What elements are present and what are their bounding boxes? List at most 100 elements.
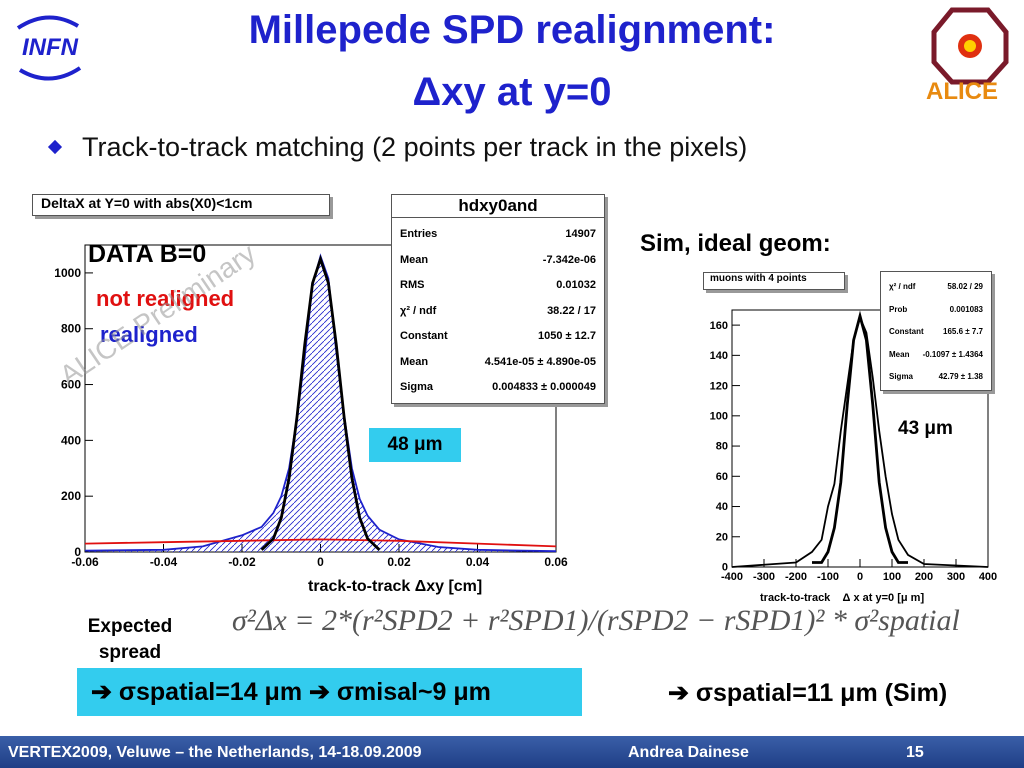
x-tick-label: -0.02: [228, 555, 256, 569]
stats-value: 1050 ± 12.7: [537, 330, 596, 342]
y-tick-label: 20: [716, 531, 728, 543]
alice-logo: ALICE: [918, 4, 1022, 105]
left-xlabel: track-to-track Δxy [cm]: [308, 578, 483, 595]
left-hist-title: DeltaX at Y=0 with abs(X0)<1cm: [41, 195, 253, 211]
series-line-fit: [812, 310, 908, 564]
left-stats-title: hdxy0and: [392, 195, 604, 218]
stats-value: 14907: [565, 228, 596, 240]
stats-row: Entries 14907: [392, 222, 604, 248]
y-tick-label: 0: [722, 562, 728, 574]
alice-logo-graphic: [931, 7, 1009, 85]
right-hist-title: muons with 4 points: [710, 273, 807, 284]
left-histogram: -0.06 -0.04 -0.02 0 0.02 0.04 0.06 0 200 400 600 80…: [54, 244, 568, 569]
stats-row: Prob 0.001083: [881, 299, 991, 322]
y-tick-label: 100: [710, 410, 728, 422]
expected-spread-formula: σ²Δx = 2*(r²SPD2 + r²SPD1)/(rSPD2 − rSPD…: [232, 604, 992, 660]
stats-key: Entries: [400, 228, 438, 240]
result-sim-text: ➔ σspatial=11 μm (Sim): [668, 679, 948, 707]
y-tick-label: 800: [61, 322, 81, 336]
expected-label-line2: spread: [98, 642, 162, 663]
stats-row: χ² / ndf 58.02 / 29: [881, 276, 991, 299]
right-xlabel: track-to-track Δ x at y=0 [μ m]: [760, 592, 925, 604]
stats-key: Prob: [889, 304, 908, 314]
footer-author: Andrea Dainese: [628, 744, 749, 761]
bullet-item: Track-to-track matching (2 points per tr…: [44, 132, 747, 163]
infn-logo-graphic: [16, 15, 82, 81]
y-tick-label: 80: [716, 441, 728, 453]
formula-text: σ²Δx = 2*(r²SPD2 + r²SPD1)/(rSPD2 − rSPD…: [232, 604, 960, 637]
y-tick-label: 40: [716, 501, 728, 513]
right-histogram: -400 -300 -200 -100 0 100 200 300 400 0 20 40 60 80 10…: [710, 309, 997, 583]
stats-row: χ² / ndf 38.22 / 17: [392, 299, 604, 325]
x-tick-label: 0.06: [544, 555, 568, 569]
stats-key: Mean: [400, 355, 429, 368]
stats-value: 0.001083: [949, 304, 983, 314]
y-tick-label: 120: [710, 380, 728, 392]
infn-logo: INFN: [8, 8, 90, 88]
x-tick-label: -100: [817, 571, 839, 583]
stats-key: RMS: [400, 279, 425, 291]
expected-label-line1: Expected: [87, 616, 173, 637]
x-tick-label: 0: [317, 555, 324, 569]
stats-row: RMS 0.01032: [392, 273, 604, 299]
x-tick-label: -200: [785, 571, 807, 583]
footer-conference: VERTEX2009, Veluwe – the Netherlands, 14…: [8, 744, 422, 761]
stats-key: Mean: [400, 253, 429, 266]
footer-bar: VERTEX2009, Veluwe – the Netherlands, 14…: [0, 736, 1024, 768]
left-hist-title-box: DeltaX at Y=0 with abs(X0)<1cm: [32, 194, 330, 216]
stats-value: -7.342e-06: [542, 253, 596, 266]
footer-page-number: 15: [906, 744, 924, 761]
stats-row: Mean 4.541e-05 ± 4.890e-05: [392, 350, 604, 376]
x-tick-label: 400: [979, 571, 997, 583]
bullet-text: Track-to-track matching (2 points per tr…: [82, 132, 748, 162]
result-box: ➔ σspatial=14 μm ➔ σmisal~9 μm: [77, 668, 582, 716]
stats-key: Constant: [889, 327, 924, 336]
stats-value: 165.6 ± 7.7: [943, 327, 983, 336]
stats-key: Constant: [400, 330, 448, 342]
y-tick-label: 140: [710, 350, 728, 362]
left-stats-box: hdxy0and Entries 14907 Mean -7.342e-06 RMS 0.…: [391, 194, 605, 404]
series-line-fit: [260, 254, 381, 551]
stats-key: Sigma: [889, 372, 914, 381]
slide-title-line1: Millepede SPD realignment:: [248, 8, 776, 52]
stats-row: Sigma 42.79 ± 1.38: [881, 366, 991, 389]
not-realigned-label: not realigned: [96, 286, 235, 311]
right-sigma-label: 43 μm: [898, 418, 953, 439]
stats-key: χ² / ndf: [889, 282, 916, 291]
stats-row: Mean -0.1097 ± 1.4364: [881, 344, 991, 367]
y-tick-label: 1000: [54, 266, 81, 280]
x-tick-label: 300: [947, 571, 965, 583]
stats-row: Constant 165.6 ± 7.7: [881, 321, 991, 344]
x-tick-label: 200: [915, 571, 933, 583]
result-text: ➔ σspatial=14 μm ➔ σmisal~9 μm: [91, 678, 491, 706]
y-tick-label: 0: [74, 545, 81, 559]
stats-key: Mean: [889, 349, 910, 359]
x-tick-label: 100: [883, 571, 901, 583]
y-tick-label: 600: [61, 378, 81, 392]
diamond-bullet-icon: [47, 139, 63, 155]
stats-key: Sigma: [400, 381, 434, 393]
stats-row: Sigma 0.004833 ± 0.000049: [392, 375, 604, 401]
stats-value: 38.22 / 17: [547, 304, 596, 317]
realigned-label: realigned: [100, 322, 198, 347]
y-tick-label: 60: [716, 471, 728, 483]
series-line-not-realigned: [84, 538, 557, 548]
result-sim: ➔ σspatial=11 μm (Sim): [668, 678, 947, 708]
stats-value: 42.79 ± 1.38: [938, 372, 983, 381]
stats-value: 4.541e-05 ± 4.890e-05: [484, 355, 596, 368]
x-tick-label: -400: [721, 571, 743, 583]
stats-value: 58.02 / 29: [947, 282, 983, 291]
x-tick-label: -0.06: [71, 555, 99, 569]
sim-heading: Sim, ideal geom:: [640, 230, 831, 257]
slide-title-line2: Δxy at y=0: [412, 70, 612, 114]
alice-logo-text: ALICE: [926, 78, 998, 105]
y-tick-label: 400: [61, 433, 81, 447]
y-tick-label: 200: [61, 489, 81, 503]
data-label: DATA B=0: [88, 240, 207, 268]
stats-value: 0.004833 ± 0.000049: [492, 381, 596, 393]
x-tick-label: 0.04: [466, 555, 490, 569]
stats-value: -0.1097 ± 1.4364: [922, 349, 983, 359]
left-sigma-label: 48 μm: [369, 428, 461, 462]
stats-row: Mean -7.342e-06: [392, 248, 604, 274]
expected-spread-label: Expected spread: [60, 614, 200, 666]
